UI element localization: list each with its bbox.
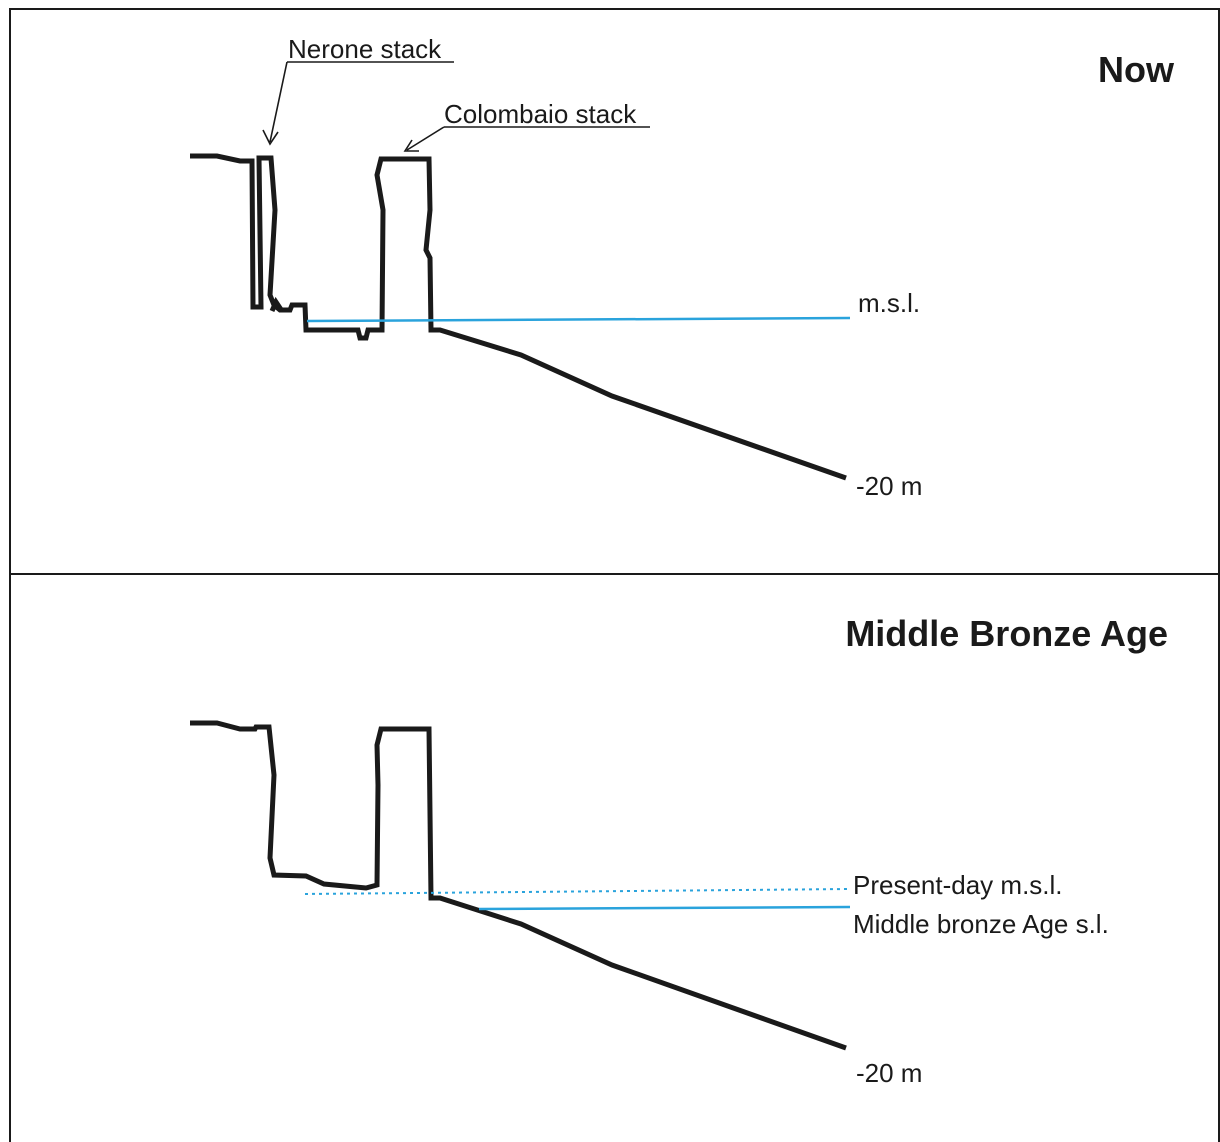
- coast-profile-mba: [190, 720, 847, 1051]
- panel-now: [9, 8, 1220, 575]
- label-depth-now: -20 m: [856, 471, 922, 501]
- label-msl: m.s.l.: [858, 288, 920, 318]
- label-depth-mba: -20 m: [856, 1058, 922, 1088]
- present-day-msl-dotted: [304, 888, 851, 895]
- sea-level-mba: [478, 905, 851, 911]
- label-colombaio-stack: Colombaio stack: [444, 99, 637, 129]
- panel-title-now: Now: [1098, 49, 1175, 90]
- sea-level-now: [306, 316, 851, 323]
- coast-profile-now: [190, 153, 847, 481]
- label-nerone-stack: Nerone stack: [288, 34, 442, 64]
- nerone-leader-arrow: [262, 61, 288, 146]
- label-middle-bronze-age-sl: Middle bronze Age s.l.: [853, 909, 1109, 939]
- panel-middle-bronze-age: [9, 573, 1220, 1142]
- panel-title-middle-bronze-age: Middle Bronze Age: [845, 613, 1168, 654]
- label-present-day-msl: Present-day m.s.l.: [853, 870, 1063, 900]
- colombaio-leader-arrow: [403, 126, 445, 152]
- nerone-notch: [269, 296, 285, 313]
